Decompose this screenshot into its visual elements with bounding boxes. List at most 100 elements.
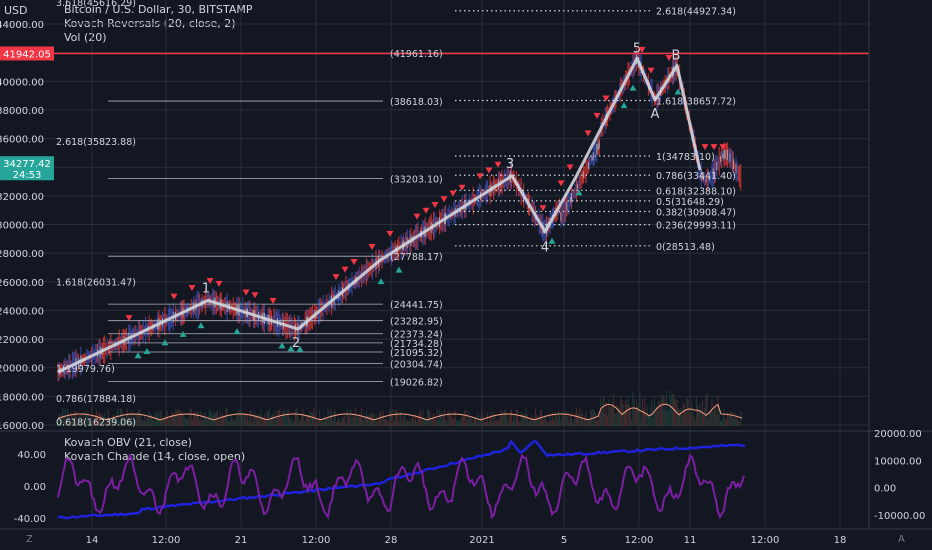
- down-arrow: [710, 144, 718, 151]
- down-arrow: [458, 184, 466, 191]
- down-arrow: [332, 274, 340, 281]
- wave-label-A: A: [651, 107, 660, 122]
- down-arrow: [125, 315, 133, 322]
- up-arrow: [233, 328, 241, 335]
- main-legend: Bitcoin / U.S. Dollar, 30, BITSTAMP Kova…: [64, 3, 253, 45]
- y-tick-label: 36000.00: [0, 135, 44, 146]
- y-tick-label: 42000.00: [0, 49, 44, 60]
- up-arrow: [548, 237, 556, 244]
- down-arrow: [386, 230, 394, 237]
- down-arrow: [341, 266, 349, 273]
- fib-mid-label: (24441.75): [390, 300, 443, 311]
- x-tick-label: 14: [86, 535, 99, 546]
- timezone-icon[interactable]: Z: [26, 534, 33, 545]
- down-arrow: [557, 180, 565, 187]
- fib-right-label: 0.786(33441.40): [656, 171, 736, 182]
- x-tick-label: 12:00: [152, 535, 181, 546]
- auto-scale-icon[interactable]: A: [898, 534, 905, 545]
- y-tick-label: 18000.00: [0, 392, 44, 403]
- fibonacci-lines: 3.618(45616.29)2.618(35823.88)1.618(2603…: [0, 0, 869, 429]
- up-arrow: [395, 266, 403, 273]
- sub-right-tick: 20000.00: [874, 429, 922, 440]
- fib-right-label: 1(34783.10): [656, 152, 715, 163]
- up-arrow: [296, 345, 304, 352]
- x-tick-label: 12:00: [751, 535, 780, 546]
- down-arrow: [539, 205, 547, 212]
- up-arrow: [179, 330, 187, 337]
- down-arrow: [350, 259, 358, 266]
- volume-ma: [57, 403, 743, 421]
- fib-right-label: 0(28513.48): [656, 242, 715, 253]
- sub-right-tick: 10000.00: [874, 456, 922, 467]
- sub-right-tick: -10000.00: [874, 511, 925, 522]
- fib-mid-label: (23282.95): [390, 317, 443, 328]
- up-arrow: [161, 339, 169, 346]
- y-tick-label: 34000.00: [0, 163, 44, 174]
- reversal-arrows: [125, 46, 727, 359]
- fib-mid-label: (27788.17): [390, 252, 443, 263]
- y-tick-label: 40000.00: [0, 77, 44, 88]
- countdown-text: 24:53: [13, 170, 42, 181]
- up-arrow: [575, 189, 583, 196]
- fib-right-label: 0.236(29993.11): [656, 221, 736, 232]
- down-arrow: [665, 54, 673, 61]
- indicator-volume[interactable]: Vol (20): [64, 31, 107, 44]
- price-candles: [57, 47, 742, 382]
- sub-right-tick: 0.00: [874, 484, 896, 495]
- x-tick-label: 11: [684, 535, 697, 546]
- fib-mid-label: (20304.74): [390, 359, 443, 370]
- x-tick-label: 5: [561, 535, 567, 546]
- x-tick-label: 12:00: [302, 535, 331, 546]
- last-price-badge: [0, 156, 54, 181]
- fib-mid-label: (22373.24): [390, 330, 443, 341]
- x-tick-label: 2021: [469, 535, 494, 546]
- indicator-chande[interactable]: Kovach Chande (14, close, open): [64, 450, 246, 463]
- down-arrow: [251, 292, 259, 299]
- down-arrow: [566, 164, 574, 171]
- down-arrow: [170, 293, 178, 300]
- down-arrow: [368, 243, 376, 250]
- down-arrow: [494, 161, 502, 168]
- y-tick-label: 28000.00: [0, 249, 44, 260]
- down-arrow: [449, 190, 457, 197]
- down-arrow: [269, 298, 277, 305]
- up-arrow: [629, 84, 637, 91]
- indicator-reversals[interactable]: Kovach Reversals (20, close, 2): [64, 17, 236, 30]
- fib-left-label: 1(19979.76): [56, 364, 115, 375]
- y-tick-label: 32000.00: [0, 192, 44, 203]
- fib-mid-label: (41961.16): [390, 49, 443, 60]
- down-arrow: [647, 67, 655, 74]
- up-arrow: [287, 345, 295, 352]
- sub-left-tick: 40.00: [17, 450, 46, 461]
- fib-mid-label: (38618.03): [390, 97, 443, 108]
- up-arrow: [674, 88, 682, 95]
- wave-label-B: B: [672, 49, 681, 64]
- last-price-text: 34277.42: [3, 159, 51, 170]
- fib-right-label: 0.5(31648.29): [656, 197, 724, 208]
- fib-left-label: 1.618(26031.47): [56, 277, 136, 288]
- fib-right-label: 0.618(32388.10): [656, 186, 736, 197]
- y-tick-label: 20000.00: [0, 364, 44, 375]
- symbol-title[interactable]: Bitcoin / U.S. Dollar, 30, BITSTAMP: [64, 3, 253, 16]
- down-arrow: [584, 130, 592, 137]
- up-arrow: [134, 352, 142, 359]
- price-level-badge: [0, 46, 54, 61]
- down-arrow: [422, 207, 430, 214]
- down-arrow: [440, 196, 448, 203]
- elliott-wave: 1 2 3 4 5 A B: [57, 41, 702, 374]
- indicator-obv[interactable]: Kovach OBV (21, close): [64, 436, 192, 449]
- wave-label-5: 5: [633, 41, 641, 56]
- price-level-badge-text: 41942.05: [3, 49, 51, 60]
- y-tick-label: 16000.00: [0, 421, 44, 432]
- fib-left-label: 2.618(35823.88): [56, 137, 136, 148]
- fib-mid-label: (19026.82): [390, 378, 443, 389]
- down-arrow: [242, 289, 250, 296]
- y-tick-label: 44000.00: [0, 20, 44, 31]
- wave-label-1: 1: [202, 281, 210, 296]
- down-arrow: [701, 144, 709, 151]
- fib-mid-label: (33203.10): [390, 175, 443, 186]
- fib-right-label: 1.618(38657.72): [656, 97, 736, 108]
- down-arrow: [485, 167, 493, 174]
